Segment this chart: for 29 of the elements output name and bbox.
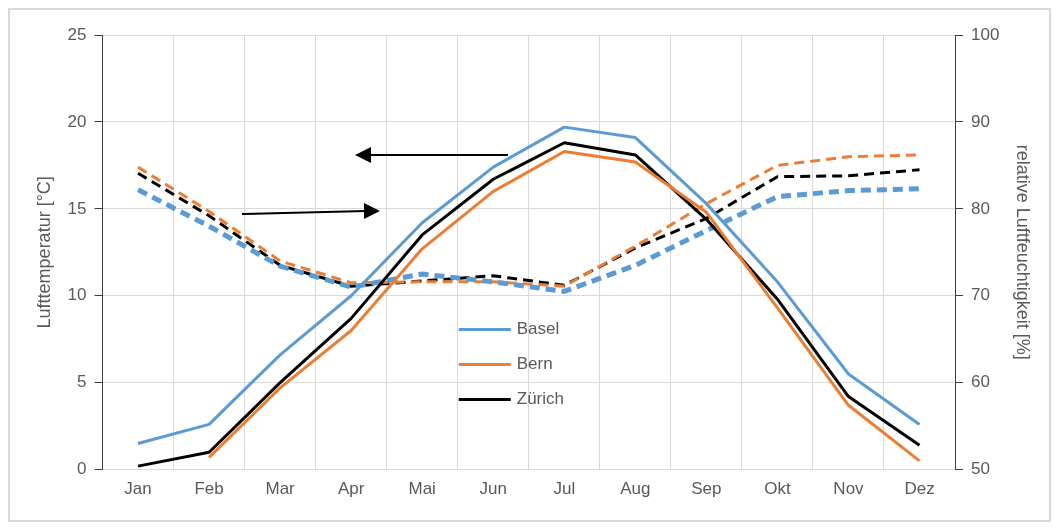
- y-tick-label: 0: [77, 459, 87, 479]
- x-tick-label: Dez: [904, 479, 935, 499]
- legend-label: Bern: [516, 354, 553, 374]
- y-axis-title: Lufttemperatur [°C]: [33, 176, 54, 329]
- y2-tick-label: 90: [971, 111, 990, 131]
- y2-tick-label: 80: [971, 198, 990, 218]
- legend-label: Basel: [516, 319, 560, 339]
- x-tick-label: Aug: [620, 479, 651, 499]
- y-tick-label: 10: [67, 285, 87, 305]
- y2-tick-label: 100: [971, 24, 1000, 44]
- x-tick-label: Okt: [764, 479, 791, 499]
- x-tick-label: Nov: [833, 479, 865, 499]
- y2-tick-label: 50: [971, 459, 990, 479]
- y-tick-label: 15: [67, 198, 87, 218]
- legend-label: Zürich: [516, 389, 565, 409]
- y2-tick-label: 60: [971, 372, 990, 392]
- y-tick-label: 25: [67, 24, 87, 44]
- y-tick-label: 20: [67, 111, 87, 131]
- y-tick-label: 5: [77, 372, 87, 392]
- x-tick-label: Jul: [553, 479, 576, 499]
- x-tick-label: Feb: [194, 479, 224, 499]
- x-tick-label: Jan: [124, 479, 152, 499]
- x-tick-label: Jun: [479, 479, 507, 499]
- x-tick-label: Mai: [408, 479, 436, 499]
- x-tick-label: Sep: [691, 479, 722, 499]
- y2-axis-title: relative Luftfeuchtigkeit [%]: [1013, 144, 1034, 360]
- x-tick-label: Mar: [265, 479, 296, 499]
- x-tick-label: Apr: [337, 479, 365, 499]
- y2-tick-label: 70: [971, 285, 990, 305]
